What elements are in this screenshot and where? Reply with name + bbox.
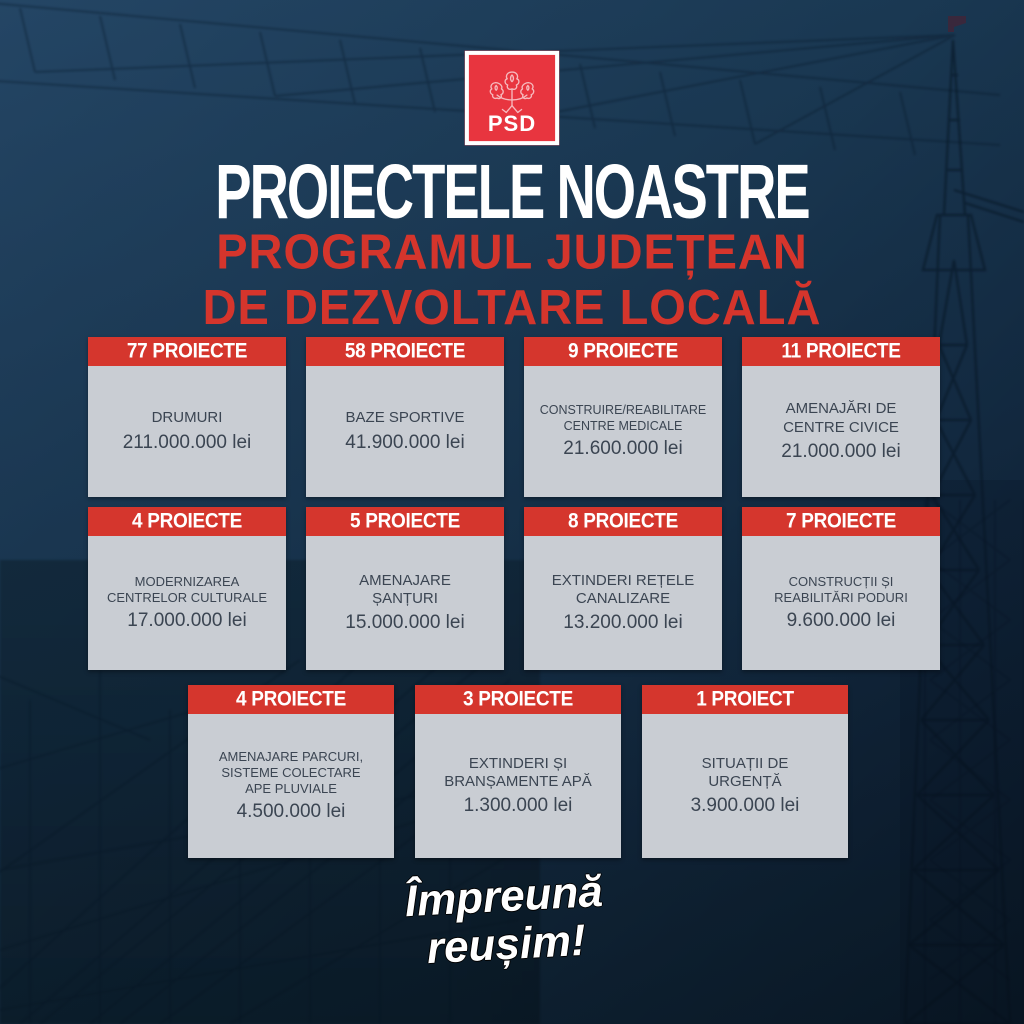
svg-text:PSD: PSD — [488, 111, 536, 136]
